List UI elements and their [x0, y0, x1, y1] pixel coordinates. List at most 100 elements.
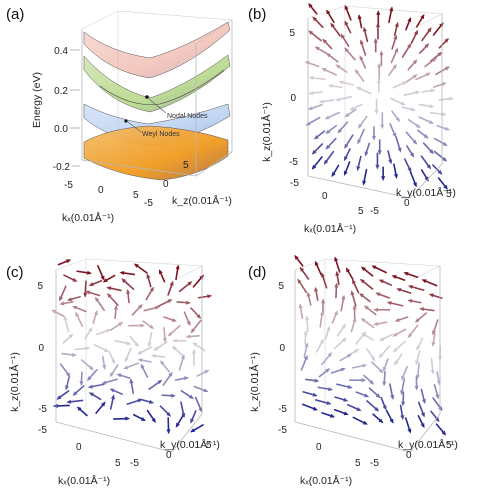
vector-arrowhead — [86, 376, 92, 382]
vector-arrowhead — [149, 324, 155, 329]
vector-arrowhead — [308, 30, 314, 35]
vector-arrowhead — [175, 264, 180, 270]
vector-arrowhead — [364, 151, 369, 157]
vector-arrowhead — [389, 6, 394, 12]
vector-arrowhead — [335, 64, 341, 69]
panel-d-kx-label: kₓ(0.01Å⁻¹) — [300, 474, 352, 487]
vector-arrowhead — [303, 354, 308, 360]
vector-arrowhead — [149, 286, 154, 292]
vector-arrowhead — [298, 303, 303, 309]
vector-arrowhead — [375, 22, 381, 28]
vector-arrowhead — [157, 379, 163, 385]
vector-arrowhead — [420, 423, 425, 429]
vector-arrowhead — [373, 307, 378, 312]
vector-arrowhead — [392, 64, 397, 70]
panel-b-kx-label: kₓ(0.01Å⁻¹) — [304, 222, 356, 235]
vector-arrowhead — [66, 372, 71, 378]
vector-arrowhead — [400, 390, 405, 396]
vector-arrowhead — [437, 51, 443, 57]
vector-arrowhead — [431, 57, 437, 62]
panel-d-kx-tick-5: 5 — [355, 458, 361, 469]
vector-arrowhead — [100, 275, 105, 281]
vector-arrowhead — [392, 347, 398, 353]
panel-d-kx-tick-0: 0 — [316, 442, 322, 453]
vector-arrowhead — [171, 318, 177, 322]
vector-arrowhead — [432, 330, 437, 336]
vector-arrowhead — [169, 280, 174, 286]
vector-arrowhead — [88, 326, 93, 333]
panel-d-kz-label: k_z(0.01Å⁻¹) — [248, 352, 261, 412]
vector-arrowhead — [359, 55, 364, 61]
vector-arrowhead — [125, 416, 131, 421]
vector-arrowhead — [343, 156, 348, 162]
panel-c-label: (c) — [6, 264, 24, 281]
panel-b-z-tick-0: 0 — [290, 93, 296, 104]
vector-arrowhead — [437, 170, 443, 175]
vector-arrowhead — [106, 293, 112, 298]
vector-arrowhead — [401, 375, 406, 381]
panel-c-ky-tick-0: 0 — [166, 450, 172, 461]
vector-arrowhead — [359, 278, 365, 284]
panel-c-z-tick-neg5: -5 — [38, 404, 47, 415]
vector-arrowhead — [394, 47, 398, 53]
vector-arrowhead — [153, 346, 159, 351]
vector-arrowhead — [414, 29, 418, 36]
vector-arrowhead — [75, 311, 80, 317]
vector-arrowhead — [416, 345, 421, 351]
vector-arrowhead — [334, 256, 339, 262]
vector-arrowhead — [378, 353, 384, 359]
vector-arrowhead — [146, 273, 151, 279]
panel-b-ky-label: k_y(0.01Å⁻¹) — [396, 186, 456, 199]
vector-arrowhead — [188, 394, 194, 400]
panel-d-ky-tick-5: 5 — [446, 440, 452, 451]
vector-arrowhead — [428, 120, 435, 124]
vector-arrowhead — [425, 72, 431, 77]
vector-arrowhead — [412, 139, 418, 145]
vector-arrowhead — [126, 288, 131, 294]
vector-arrowhead — [419, 307, 425, 312]
vector-arrowhead — [345, 267, 351, 273]
panel-b-z-tick-5: 5 — [289, 28, 295, 39]
vector-arrowhead — [391, 275, 397, 279]
vector-arrowhead — [137, 350, 143, 355]
vector-arrowhead — [344, 4, 349, 10]
vector-arrowhead — [356, 407, 362, 411]
vector-arrowhead — [421, 412, 425, 418]
vector-arrowhead — [431, 341, 436, 347]
vector-arrowhead — [369, 379, 375, 385]
panel-b: (b) k_z(0.01Å⁻¹) 5 0 -5 -5 0 5 kₓ(0.01Å⁻… — [248, 3, 456, 235]
vector-arrowhead — [355, 86, 361, 91]
panel-a-band-surfaces — [83, 21, 231, 181]
vector-arrowhead — [343, 397, 349, 402]
vector-arrowhead — [352, 278, 356, 285]
vector-arrowhead — [312, 406, 318, 411]
vector-arrowhead — [347, 384, 353, 389]
vector-arrowhead — [430, 88, 436, 93]
panel-a-kz-tick-5: 5 — [183, 160, 189, 171]
nodal-nodes-annotation: Nodal Nodes — [167, 113, 208, 120]
vector-arrowhead — [326, 400, 332, 405]
vector-arrowhead — [134, 342, 139, 348]
vector-arrowhead — [191, 348, 196, 354]
vector-arrowhead — [360, 266, 366, 272]
vector-arrowhead — [72, 277, 78, 282]
panel-a-y-tick-0.2: 0.2 — [54, 86, 68, 97]
vector-arrowhead — [334, 282, 339, 288]
vector-arrowhead — [312, 16, 318, 22]
vector-arrowhead — [204, 369, 210, 374]
vector-arrowhead — [330, 22, 335, 28]
vector-arrowhead — [150, 353, 156, 359]
panel-c-kx-tick-0: 0 — [76, 442, 82, 453]
panel-a: (a) Nodal Nodes Weyl Nodes Energy (eV) 0… — [6, 6, 233, 224]
panel-c-kx-tick-5: 5 — [115, 458, 121, 469]
vector-arrowhead — [162, 337, 167, 343]
vector-arrowhead — [449, 96, 455, 101]
panel-a-box-floor — [81, 151, 233, 177]
vector-arrowhead — [137, 304, 143, 309]
vector-arrowhead — [187, 281, 193, 286]
vector-arrowhead — [442, 141, 448, 146]
vector-arrowhead — [322, 38, 327, 44]
panel-b-box-floor — [307, 163, 443, 199]
vector-arrowhead — [441, 112, 447, 117]
vector-arrowhead — [66, 259, 72, 264]
